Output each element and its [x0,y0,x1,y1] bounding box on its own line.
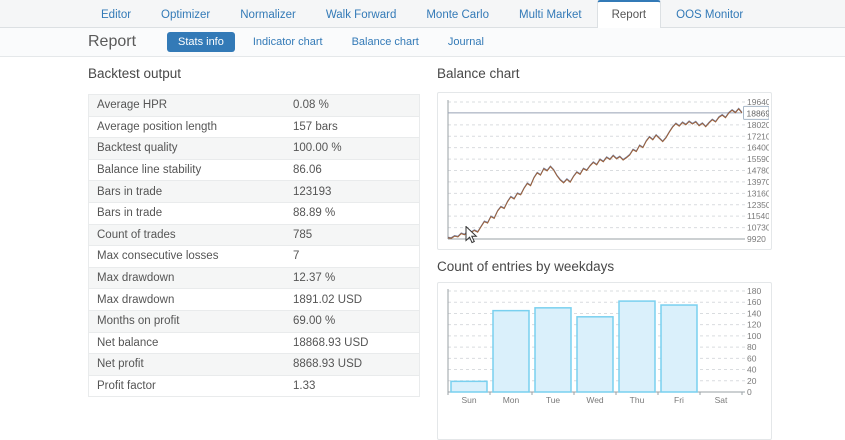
svg-text:9920: 9920 [747,234,766,244]
svg-text:18869: 18869 [747,108,770,118]
svg-text:Tue: Tue [546,395,561,405]
stat-label: Balance line stability [97,164,202,177]
stat-label: Max drawdown [97,293,175,306]
stat-label: Count of trades [97,228,176,241]
backtest-output-title: Backtest output [88,66,182,81]
svg-text:80: 80 [747,342,757,352]
page-title: Report [88,33,137,50]
subtab-indicator-chart[interactable]: Indicator chart [252,36,323,48]
stat-row-bars-in-trade: Bars in trade 88.89 % [89,201,419,224]
balance-chart-title: Balance chart [437,66,520,81]
nav-tab-editor[interactable]: Editor [101,9,132,21]
svg-text:14780: 14780 [747,166,769,176]
svg-text:100: 100 [747,331,761,341]
stat-label: Net profit [97,358,144,371]
svg-text:140: 140 [747,308,761,318]
stat-label: Net balance [97,336,159,349]
svg-text:20: 20 [747,376,757,386]
svg-text:Thu: Thu [630,395,645,405]
svg-text:12350: 12350 [747,200,769,210]
weekday-chart-panel: 180 160 140 120 100 80 60 40 20 0 Sun Mon Tue Wed Thu F… [437,282,772,440]
stat-value: 8868.93 USD [293,358,363,371]
nav-tab-optimizer[interactable]: Optimizer [161,9,211,21]
balance-chart-panel: 19640 18020 17210 16400 15590 14780 13970 13160… [437,92,772,250]
svg-text:60: 60 [747,353,757,363]
nav-tab-monte-carlo[interactable]: Monte Carlo [426,9,489,21]
stat-label: Average HPR [97,99,168,112]
stat-label: Backtest quality [97,142,178,155]
stat-row-profit-factor: Profit factor 1.33 [89,374,419,397]
svg-text:Sun: Sun [461,395,476,405]
stat-row-bars-in-trade: Bars in trade 123193 [89,180,419,202]
nav-tab-walk-forward[interactable]: Walk Forward [325,9,397,21]
svg-text:18020: 18020 [747,120,769,130]
stat-label: Bars in trade [97,185,163,198]
nav-tab-multi-market[interactable]: Multi Market [518,9,582,21]
svg-text:11540: 11540 [747,211,769,221]
stat-value: 7 [293,250,300,263]
stat-label: Months on profit [97,315,180,328]
stat-label: Max consecutive losses [97,250,219,263]
stat-value: 123193 [293,185,332,198]
stat-row-max-drawdown: Max drawdown 12.37 % [89,266,419,289]
stat-value: 157 bars [293,120,338,133]
svg-text:Fri: Fri [674,395,684,405]
stat-value: 18868.93 USD [293,336,369,349]
nav-tab-report[interactable]: Report [596,0,662,28]
svg-text:Mon: Mon [503,395,520,405]
stat-label: Profit factor [97,380,156,393]
report-subtabs: Stats info Indicator chart Balance chart Jo… [167,32,502,52]
stat-row-average-hpr: Average HPR 0.08 % [89,94,419,116]
stat-value: 12.37 % [293,272,336,285]
stat-label: Average position length [97,120,217,133]
nav-tab-normalizer[interactable]: Normalizer [240,9,296,21]
top-navigation: Editor Optimizer Normalizer Walk Forward Mon… [0,0,845,28]
stat-row-net-balance: Net balance 18868.93 USD [89,331,419,354]
svg-text:17210: 17210 [747,131,769,141]
stat-row-balance-line-stability: Balance line stability 86.06 [89,158,419,181]
stat-value: 69.00 % [293,315,336,328]
svg-text:15590: 15590 [747,154,769,164]
svg-text:13970: 13970 [747,177,769,187]
stat-row-average-position-length: Average position length 157 bars [89,115,419,138]
svg-text:40: 40 [747,365,757,375]
svg-text:180: 180 [747,286,761,296]
svg-text:19640: 19640 [747,97,769,107]
svg-text:Sat: Sat [715,395,728,405]
svg-text:160: 160 [747,297,761,307]
stat-value: 86.06 [293,164,322,177]
stat-value: 1.33 [293,380,316,393]
nav-tab-oos-monitor[interactable]: OOS Monitor [676,9,744,21]
svg-text:16400: 16400 [747,143,769,153]
stat-value: 0.08 % [293,99,329,112]
stat-value: 785 [293,228,313,241]
stat-row-max-consecutive-losses: Max consecutive losses 7 [89,245,419,267]
report-subheader: Report Stats info Indicator chart Balance … [0,28,845,57]
svg-text:120: 120 [747,320,761,330]
svg-text:Wed: Wed [586,395,604,405]
stat-value: 1891.02 USD [293,293,363,306]
svg-text:0: 0 [747,387,752,397]
backtest-output-table: Average HPR 0.08 % Average position length… [88,94,420,398]
stat-row-months-on-profit: Months on profit 69.00 % [89,309,419,332]
stat-row-max-drawdown: Max drawdown 1891.02 USD [89,288,419,310]
stat-row-count-of-trades: Count of trades 785 [89,223,419,246]
stat-row-backtest-quality: Backtest quality 100.00 % [89,137,419,159]
stat-value: 100.00 % [293,142,342,155]
subtab-stats-info[interactable]: Stats info [167,32,235,52]
stat-row-net-profit: Net profit 8868.93 USD [89,353,419,375]
svg-text:10730: 10730 [747,223,769,233]
subtab-balance-chart[interactable]: Balance chart [351,36,419,48]
weekday-chart-title: Count of entries by weekdays [437,259,615,274]
stat-label: Max drawdown [97,272,175,285]
stat-value: 88.89 % [293,207,336,220]
stat-label: Bars in trade [97,207,163,220]
subtab-journal[interactable]: Journal [447,36,484,48]
svg-text:13160: 13160 [747,188,769,198]
